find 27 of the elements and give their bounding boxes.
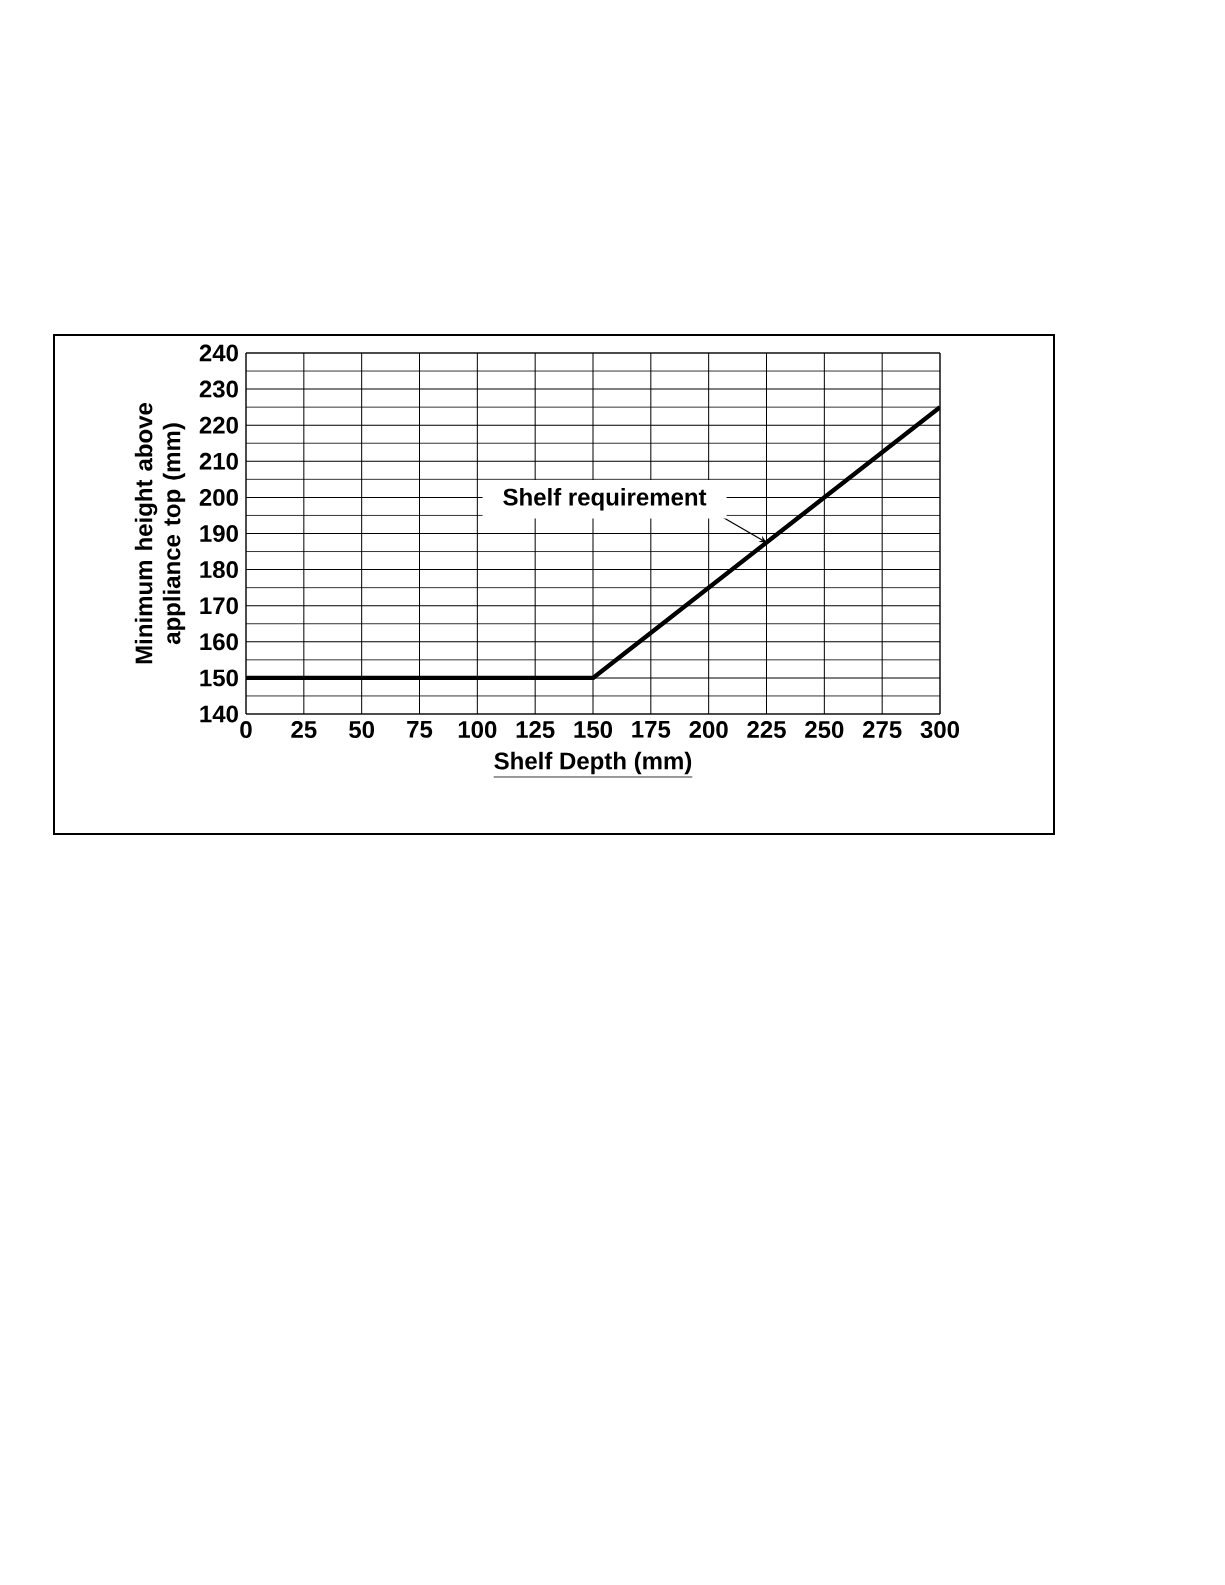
x-tick-label: 275 <box>862 721 902 739</box>
y-tick-label: 190 <box>200 525 238 542</box>
x-tick-label: 175 <box>632 721 671 738</box>
x-tick-label: 200 <box>689 721 728 739</box>
y-tick-label: 220 <box>199 416 238 434</box>
y-tick-label: 150 <box>200 669 238 687</box>
x-tick-label: 150 <box>574 721 613 739</box>
x-tick-label: 225 <box>747 721 786 739</box>
x-tick-label: 75 <box>407 721 433 738</box>
x-tick-label: 25 <box>291 721 317 739</box>
x-tick-label: 250 <box>805 721 844 739</box>
y-tick-label: 230 <box>199 380 238 398</box>
y-axis-title: Minimum height above appliance top (mm) <box>134 402 186 664</box>
x-tick-label: 100 <box>458 721 497 739</box>
y-tick-label: 210 <box>199 452 238 470</box>
y-tick-label: 180 <box>200 561 238 579</box>
x-tick-label: 125 <box>516 721 555 739</box>
x-axis-title: Shelf Depth (mm) <box>494 751 692 775</box>
y-tick-label: 160 <box>200 633 238 651</box>
x-tick-label: 0 <box>240 721 252 739</box>
annotation: Shelf requirement <box>503 488 707 511</box>
y-tick-label: 240 <box>199 344 238 362</box>
y-tick-label: 140 <box>200 705 238 723</box>
y-tick-label: 200 <box>199 488 238 506</box>
y-tick-label: 170 <box>200 597 238 615</box>
x-tick-label: 50 <box>349 721 375 739</box>
x-tick-label: 300 <box>920 721 960 739</box>
